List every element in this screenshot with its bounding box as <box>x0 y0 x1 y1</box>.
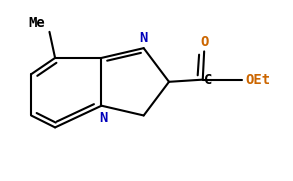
Text: O: O <box>200 35 208 49</box>
Text: C: C <box>204 73 212 87</box>
Text: OEt: OEt <box>245 73 270 87</box>
Text: N: N <box>100 111 108 125</box>
Text: Me: Me <box>28 16 45 30</box>
Text: N: N <box>139 31 148 45</box>
